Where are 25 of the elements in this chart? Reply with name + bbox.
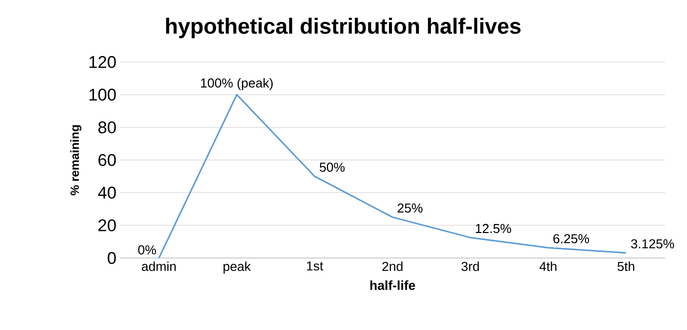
x-tick-label: peak [224,262,251,274]
x-tick-label: 5th [618,262,634,272]
y-axis-title: % remaining [70,125,82,196]
data-label: 12.5% [476,224,512,234]
y-tick-label: 60 [98,154,116,166]
data-label: 100% (peak) [201,78,273,90]
data-label: 0% [138,245,156,254]
x-tick-label: 1st [306,262,324,271]
data-label: 6.25% [553,234,589,244]
y-tick-label: 40 [98,186,116,199]
y-tick-label: 20 [98,219,116,232]
x-tick-label: 2nd [382,262,402,272]
data-label: 50% [320,162,345,172]
chart-title: hypothetical distribution half-lives [166,18,521,38]
y-tick-label: 120 [90,56,116,68]
y-tick-label: 0 [108,252,116,264]
data-label: 3.125% [631,239,674,248]
x-tick-label: 3rd [462,262,479,272]
data-label: 25% [398,203,422,213]
y-tick-label: 100 [90,88,116,101]
line-series [158,94,627,259]
y-tick-label: 80 [98,121,116,134]
x-axis-title: half-life [370,280,416,290]
x-tick-label: admin [142,262,176,272]
x-tick-label: 4th [540,262,556,271]
